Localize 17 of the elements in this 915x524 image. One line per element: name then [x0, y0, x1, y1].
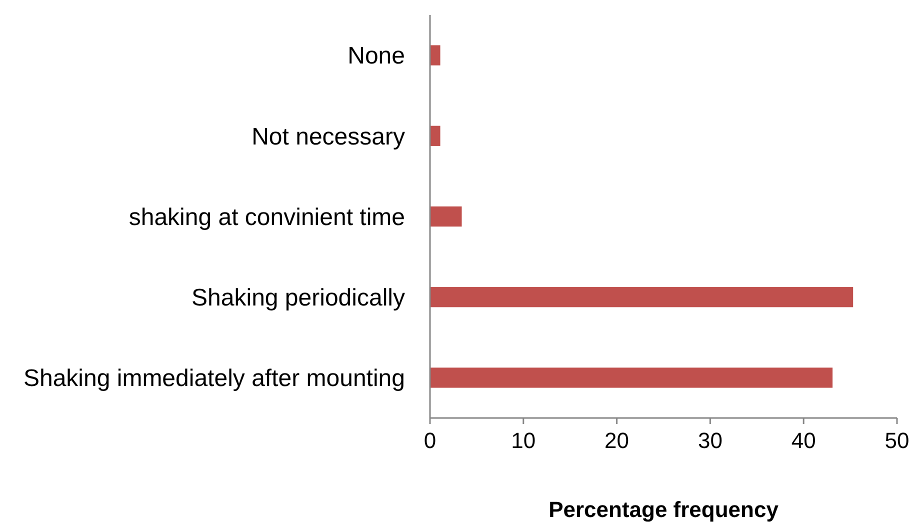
x-tick-label: 20 [604, 428, 630, 453]
bar [430, 368, 833, 388]
y-tick-label: Shaking immediately after mounting [23, 365, 405, 392]
x-tick-label: 30 [698, 428, 722, 453]
x-tick-label: 50 [884, 428, 910, 453]
y-tick-label: Shaking periodically [192, 284, 405, 312]
y-tick-label: None [348, 42, 405, 70]
bar [430, 287, 854, 308]
bar [430, 126, 440, 146]
bar [430, 45, 440, 66]
x-tick-label: 40 [791, 428, 816, 453]
y-tick-label: shaking at convinient time [128, 204, 405, 231]
x-tick-label: 10 [511, 428, 536, 453]
x-tick-label: 0 [424, 428, 436, 453]
y-tick-label: Not necessary [252, 123, 405, 150]
bar [430, 206, 462, 227]
x-axis-title: Percentage frequency [548, 497, 780, 522]
